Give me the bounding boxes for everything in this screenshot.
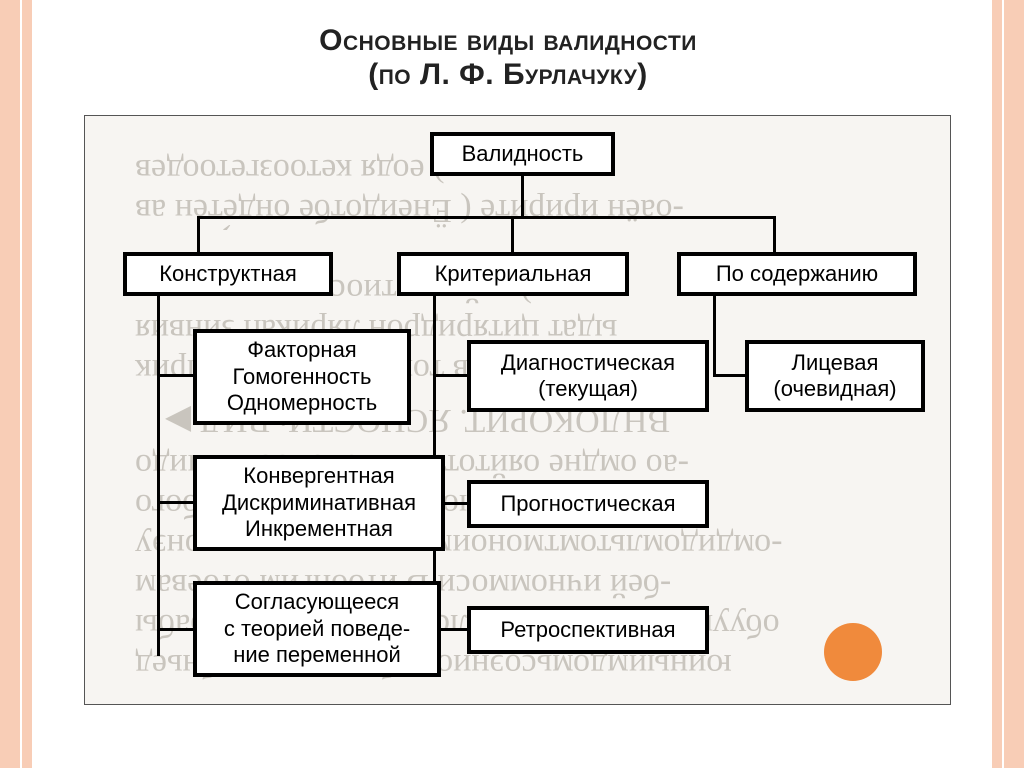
node-root: Валидность — [430, 132, 615, 176]
node-c1: Конструктная — [123, 252, 333, 296]
node-c2a: Диагностическая (текущая) — [467, 340, 709, 412]
decorative-stripe — [1004, 0, 1024, 768]
node-c3: По содержанию — [677, 252, 917, 296]
connector-line — [197, 216, 200, 252]
connector-line — [433, 374, 467, 377]
connector-line — [713, 374, 745, 377]
connector-line — [521, 176, 524, 218]
node-c1b: Конвергентная Дискриминативная Инкремент… — [193, 455, 445, 551]
decorative-stripe — [0, 0, 20, 768]
decorative-stripe — [22, 0, 32, 768]
node-c2b: Прогностическая — [467, 480, 709, 528]
accent-dot — [824, 623, 882, 681]
validity-diagram: -идо) еодя кетоозгетоодев-оаён иририте (… — [84, 115, 951, 705]
connector-line — [157, 374, 193, 377]
slide-title: Основные виды валидности (по Л. Ф. Бурла… — [178, 24, 838, 92]
connector-line — [197, 216, 775, 219]
node-c2: Критериальная — [397, 252, 629, 296]
node-c1c: Согласующееся с теорией поведе- ние пере… — [193, 581, 441, 677]
slide: Основные виды валидности (по Л. Ф. Бурла… — [0, 0, 1024, 768]
connector-line — [713, 296, 716, 376]
connector-line — [157, 628, 193, 631]
decorative-stripe — [992, 0, 1002, 768]
node-c2c: Ретроспективная — [467, 606, 709, 654]
background-ghost-text: -оаён иририте ( Ёнеидотбе онде́тен ав — [135, 191, 684, 229]
connector-line — [773, 216, 776, 252]
connector-line — [157, 296, 160, 656]
node-c1a: Факторная Гомогенность Одномерность — [193, 329, 411, 425]
node-c3a: Лицевая (очевидная) — [745, 340, 925, 412]
connector-line — [511, 216, 514, 252]
connector-line — [157, 501, 193, 504]
